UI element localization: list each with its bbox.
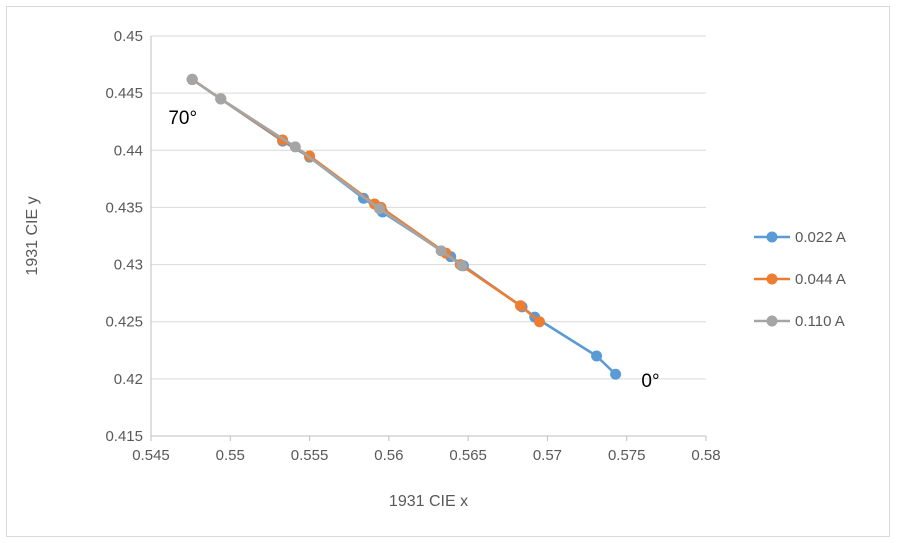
legend-label: 0.110 A (795, 313, 845, 330)
chart-svg: 0.415 0.42 0.425 0.43 0.435 0.44 0.445 0.45 0.54… (24, 28, 846, 510)
series (186, 73, 468, 272)
y-tick-label: 0.445 (105, 85, 143, 102)
x-axis-title: 1931 CIE x (389, 493, 468, 510)
series-group (186, 73, 622, 380)
y-tick-label: 0.45 (114, 28, 143, 45)
annotation-label: 70° (168, 108, 197, 129)
y-tick-label: 0.415 (105, 428, 143, 445)
data-point (215, 93, 227, 105)
data-point (591, 350, 603, 362)
x-tick-label: 0.575 (608, 447, 646, 464)
gridlines (151, 35, 706, 437)
x-tick-label: 0.555 (291, 447, 329, 464)
data-point (186, 73, 198, 85)
legend-item: 0.044 A (754, 271, 846, 288)
x-tick-label: 0.55 (216, 447, 245, 464)
x-tick-label: 0.58 (691, 447, 720, 464)
data-point (534, 316, 545, 328)
y-axis-title: 1931 CIE y (24, 196, 41, 275)
x-tick-label: 0.56 (374, 447, 403, 464)
x-tick-label: 0.565 (449, 447, 487, 464)
data-point (610, 368, 622, 380)
axes: 0.415 0.42 0.425 0.43 0.435 0.44 0.445 0.45 0.54… (24, 28, 721, 510)
annotation-label: 0° (641, 371, 659, 392)
y-tick-label: 0.43 (114, 257, 143, 274)
data-point (514, 300, 526, 312)
x-tick-label: 0.545 (132, 447, 170, 464)
series-line (191, 78, 463, 267)
legend-swatch-marker (766, 231, 778, 243)
y-tick-label: 0.425 (105, 314, 143, 331)
legend: 0.022 A 0.044 A 0.110 A (754, 229, 846, 330)
data-point (289, 141, 301, 153)
y-tick-label: 0.42 (114, 371, 143, 388)
data-point (435, 245, 447, 257)
legend-label: 0.044 A (795, 271, 846, 288)
legend-item: 0.022 A (754, 229, 846, 246)
y-tick-label: 0.435 (105, 199, 143, 216)
annotations: 70° 0° (168, 108, 659, 392)
legend-swatch-marker (766, 315, 778, 327)
legend-item: 0.110 A (754, 313, 845, 330)
data-point (456, 260, 468, 272)
data-point (373, 203, 385, 215)
legend-swatch-marker (766, 273, 778, 285)
chart-area: 0.415 0.42 0.425 0.43 0.435 0.44 0.445 0.45 0.54… (6, 6, 890, 537)
x-tick-label: 0.57 (533, 447, 562, 464)
y-tick-label: 0.44 (114, 142, 143, 159)
legend-label: 0.022 A (795, 229, 846, 246)
